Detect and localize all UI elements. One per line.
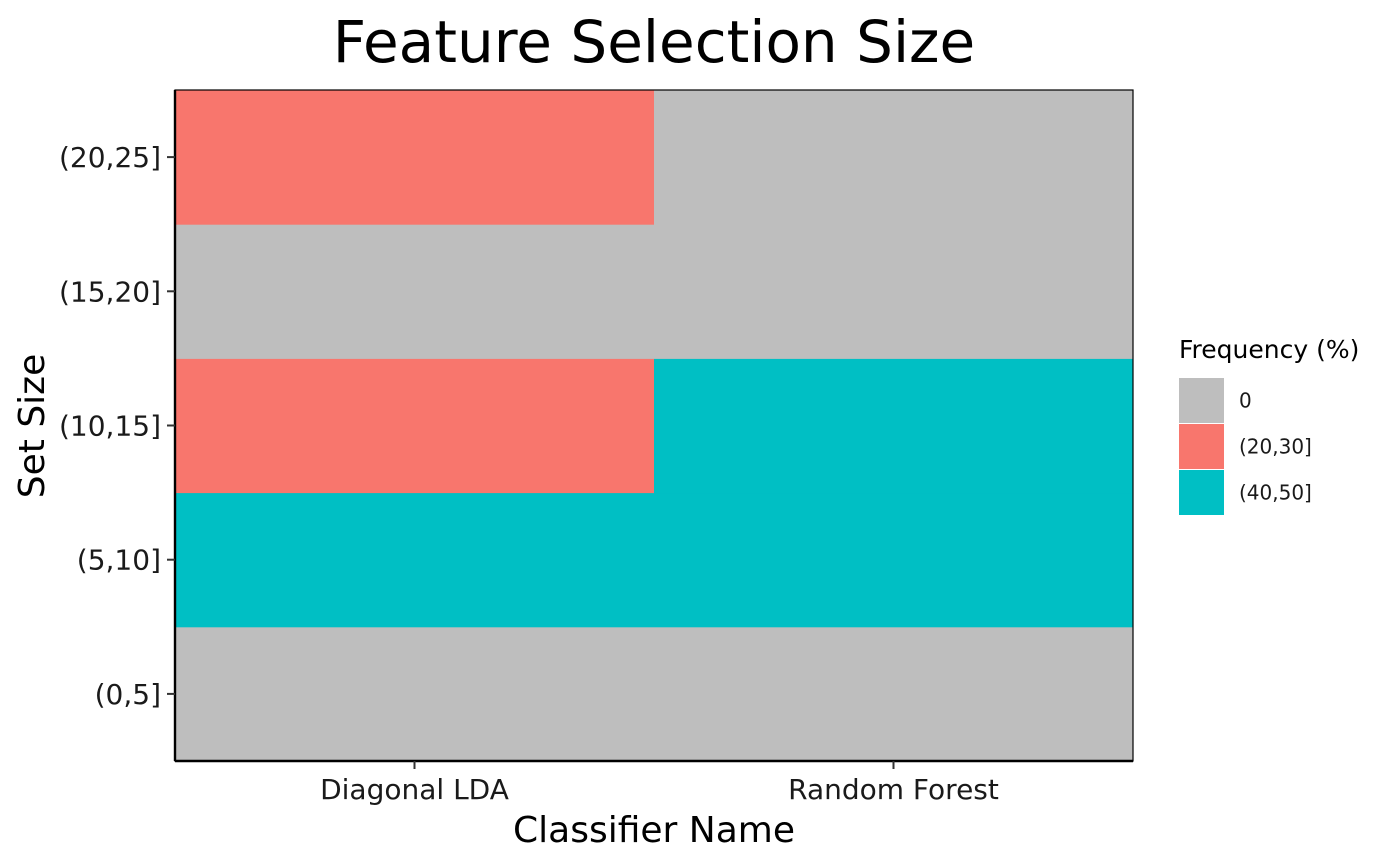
chart-title: Feature Selection Size <box>333 8 975 76</box>
legend-label: (20,30] <box>1239 435 1312 459</box>
heatmap-cell <box>175 492 655 628</box>
heatmap-cell <box>175 626 655 762</box>
axis-ticks: Diagonal LDA Random Forest (0,5] (5,10] (10,… <box>59 141 999 806</box>
heatmap-cell <box>654 90 1134 225</box>
y-tick-label: (0,5] <box>95 678 161 711</box>
x-axis-title: Classifier Name <box>513 810 795 851</box>
heatmap-cell <box>654 492 1134 628</box>
heatmap-cell <box>175 358 655 494</box>
legend-key <box>1179 378 1224 423</box>
legend-key <box>1179 424 1224 469</box>
heatmap-cell <box>654 224 1134 359</box>
heatmap-cell <box>654 358 1134 494</box>
y-tick-label: (5,10] <box>77 544 161 577</box>
y-axis-title: Set Size <box>12 354 53 498</box>
legend-label: 0 <box>1239 389 1252 413</box>
x-tick-label: Diagonal LDA <box>320 773 509 806</box>
heatmap-cell <box>175 90 655 225</box>
y-tick-label: (20,25] <box>59 141 161 174</box>
legend-title: Frequency (%) <box>1179 335 1359 364</box>
legend-label: (40,50] <box>1239 481 1312 505</box>
heatmap-cell <box>654 626 1134 762</box>
y-tick-label: (15,20] <box>59 275 161 308</box>
x-tick-label: Random Forest <box>788 773 999 806</box>
heatmap-cell <box>175 224 655 359</box>
heatmap-cells <box>175 90 1134 762</box>
legend: Frequency (%) 0 (20,30] (40,50] <box>1179 335 1359 515</box>
y-tick-label: (10,15] <box>59 410 161 443</box>
legend-key <box>1179 470 1224 515</box>
